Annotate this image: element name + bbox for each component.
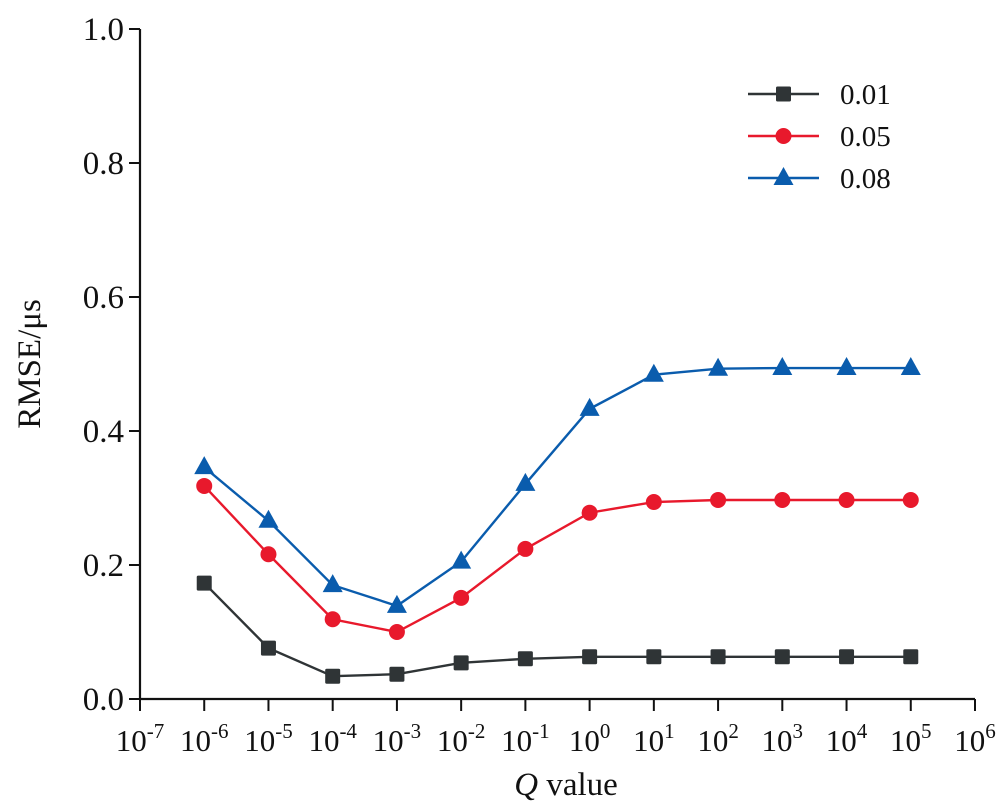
data-point-square [260,640,276,656]
data-point-circle [581,504,598,521]
data-point-triangle [643,363,664,382]
y-axis-label: RMSE/μs [12,299,48,429]
data-point-square [646,649,662,665]
x-tick-label: 10-6 [180,719,229,758]
data-point-triangle [708,357,729,376]
legend-item: 0.08 [748,163,891,195]
legend-marker-square [776,86,791,102]
legend-marker-circle [775,128,792,144]
x-axis-label-variable: Q [514,767,538,803]
y-tick-label: 0.2 [83,548,124,584]
legend-label: 0.01 [840,79,891,111]
series-0.05 [196,477,919,640]
data-point-triangle [900,357,921,376]
data-point-square [839,649,855,665]
x-axis-label-suffix: value [538,767,618,803]
data-point-triangle [322,574,343,593]
x-tick-label: 10-2 [437,719,486,758]
data-point-triangle [451,550,472,569]
data-point-circle [517,540,534,557]
y-tick-label: 1.0 [83,12,124,48]
data-point-triangle [258,509,279,528]
series-line [203,485,911,634]
x-tick-label: 10-3 [373,719,422,758]
y-tick-label: 0.0 [83,682,124,718]
data-point-triangle [579,397,600,416]
legend-label: 0.05 [840,121,891,153]
x-tick-label: 10-5 [244,719,293,758]
data-point-square [710,649,726,665]
x-tick-label: 100 [569,719,611,758]
legend-item: 0.01 [748,79,891,111]
data-point-triangle [386,594,407,613]
data-point-square [196,575,212,591]
axes: 0.0 0.2 0.4 0.6 0.8 1.0 10-7 10-6 10-5 10-4 10-3 10… [83,12,996,758]
x-tick-label: 10-1 [501,719,550,758]
legend-label: 0.08 [840,163,891,195]
series-0.01 [196,575,919,684]
data-point-circle [645,494,662,511]
data-point-circle [324,611,341,628]
data-point-triangle [515,472,536,491]
data-point-triangle [194,456,215,475]
data-point-circle [838,492,855,509]
x-tick-label: 10-7 [116,719,165,758]
data-point-square [325,668,341,684]
legend: 0.01 0.05 0.08 [748,79,891,195]
y-tick-label: 0.6 [83,280,124,316]
data-point-circle [196,477,213,494]
legend-item: 0.05 [748,121,891,153]
data-point-square [389,666,405,682]
series-0.08 [194,357,921,613]
x-tick-label: 104 [826,719,868,758]
x-tick-label: 103 [762,719,804,758]
data-point-circle [710,492,727,509]
legend-marker-triangle [773,167,794,185]
series-layer [194,357,921,684]
data-point-circle [774,492,791,509]
x-tick-label: 102 [697,719,739,758]
data-point-triangle [772,357,793,376]
data-point-square [517,651,533,667]
x-tick-label: 10-4 [308,719,357,758]
y-tick-label: 0.4 [83,414,124,450]
data-point-square [774,649,790,665]
data-point-circle [902,492,919,509]
data-point-circle [388,624,405,640]
data-point-square [903,649,919,665]
series-line [203,366,911,608]
x-axis-label: Q value [514,767,618,803]
data-point-square [453,655,469,671]
y-tick-label: 0.8 [83,146,124,182]
data-point-circle [453,589,470,606]
x-tick-label: 106 [954,719,996,758]
data-point-square [582,649,598,665]
data-point-triangle [836,357,857,376]
data-point-circle [260,546,277,563]
x-tick-label: 101 [633,719,675,758]
x-tick-label: 105 [890,719,932,758]
series-line [203,582,911,678]
